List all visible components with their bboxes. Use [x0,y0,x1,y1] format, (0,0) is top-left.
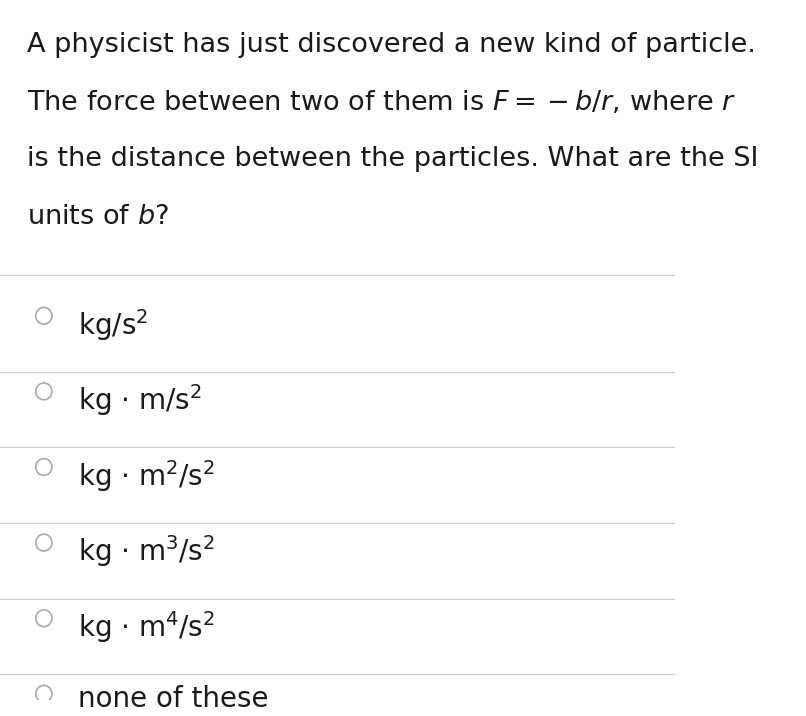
Text: kg $\cdot$ m$^2$/s$^2$: kg $\cdot$ m$^2$/s$^2$ [77,458,214,494]
Text: A physicist has just discovered a new kind of particle.: A physicist has just discovered a new ki… [27,32,756,57]
Text: kg $\cdot$ m$^3$/s$^2$: kg $\cdot$ m$^3$/s$^2$ [77,533,214,569]
Text: kg/s$^2$: kg/s$^2$ [77,306,147,342]
Text: kg $\cdot$ m$^4$/s$^2$: kg $\cdot$ m$^4$/s$^2$ [77,609,214,645]
Text: none of these: none of these [77,684,268,712]
Text: The force between two of them is $F = -b/r$, where $r$: The force between two of them is $F = -b… [27,89,737,116]
Text: is the distance between the particles. What are the SI: is the distance between the particles. W… [27,146,758,173]
Text: kg $\cdot$ m/s$^2$: kg $\cdot$ m/s$^2$ [77,382,202,418]
Text: units of $b$?: units of $b$? [27,204,169,230]
